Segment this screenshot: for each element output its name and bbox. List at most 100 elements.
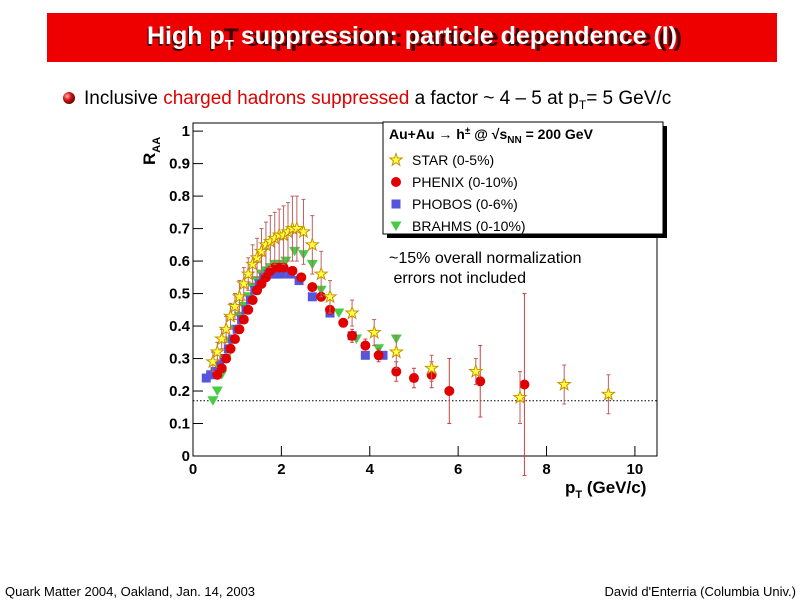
bullet-part: = 5 GeV/c bbox=[586, 88, 671, 109]
circle-marker bbox=[475, 376, 486, 387]
circle-marker bbox=[221, 353, 232, 364]
legend-title-part: ± bbox=[465, 126, 471, 137]
star-marker bbox=[556, 376, 572, 392]
circle-marker bbox=[338, 317, 349, 328]
triangle-marker bbox=[211, 386, 223, 397]
triangle-marker bbox=[280, 256, 292, 267]
triangle-marker bbox=[207, 396, 219, 406]
y-label-part: R bbox=[140, 153, 159, 165]
legend-title-part: = 200 GeV bbox=[522, 126, 594, 142]
x-tick-label: 4 bbox=[366, 461, 375, 478]
legend-title-part: Au+Au → h bbox=[389, 126, 465, 142]
x-tick-label: 2 bbox=[277, 461, 285, 478]
star-marker bbox=[289, 220, 305, 236]
circle-marker bbox=[287, 265, 298, 276]
x-tick-label: 10 bbox=[627, 461, 644, 478]
x-axis-label: pT (GeV/c) bbox=[565, 478, 646, 501]
y-tick-label: 0.7 bbox=[169, 221, 190, 238]
slide-title: High pT suppression: particle dependence… bbox=[147, 22, 677, 54]
legend-title: Au+Au → h± @ √sNN = 200 GeV bbox=[389, 126, 594, 146]
x-label-part: T bbox=[575, 489, 582, 501]
y-axis-label: RAA bbox=[140, 137, 163, 165]
title-sub: T bbox=[225, 37, 234, 54]
title-part: suppression: particle dependence (I) bbox=[234, 22, 677, 50]
legend-marker bbox=[391, 177, 401, 187]
star-marker bbox=[388, 343, 404, 359]
star-marker bbox=[468, 363, 484, 379]
star-marker bbox=[304, 236, 320, 252]
circle-marker bbox=[234, 324, 245, 335]
star-marker bbox=[209, 343, 225, 359]
title-part: High p bbox=[147, 22, 225, 50]
bullet-part: a factor ~ 4 – 5 at p bbox=[409, 88, 579, 109]
circle-marker bbox=[238, 314, 249, 325]
y-tick-label: 0.1 bbox=[169, 416, 190, 433]
legend-box bbox=[382, 121, 664, 235]
star-marker bbox=[322, 288, 338, 304]
circle-marker bbox=[229, 334, 240, 345]
bullet-icon bbox=[63, 92, 75, 104]
circle-marker bbox=[391, 366, 402, 377]
bullet-highlight: charged hadrons suppressed bbox=[163, 88, 409, 109]
square-marker bbox=[307, 292, 317, 302]
circle-marker bbox=[519, 379, 530, 390]
legend-marker bbox=[390, 221, 402, 231]
circle-marker bbox=[243, 304, 254, 315]
circle-marker bbox=[307, 282, 318, 293]
x-label-part: (GeV/c) bbox=[582, 478, 646, 497]
y-label-part: AA bbox=[151, 137, 163, 153]
y-tick-label: 1 bbox=[182, 123, 190, 140]
circle-marker bbox=[216, 363, 227, 374]
star-marker bbox=[423, 360, 440, 375]
x-tick-label: 8 bbox=[542, 461, 550, 478]
legend-title-part: NN bbox=[507, 135, 521, 146]
circle-marker bbox=[444, 386, 455, 397]
legend-marker bbox=[388, 151, 404, 167]
y-tick-label: 0.3 bbox=[169, 351, 190, 368]
bullet-sub: T bbox=[579, 98, 587, 112]
y-tick-label: 0.5 bbox=[169, 286, 190, 303]
y-tick-label: 0.2 bbox=[169, 383, 190, 400]
square-marker bbox=[360, 350, 370, 360]
annotation: errors not included bbox=[389, 270, 526, 287]
title-banner bbox=[47, 13, 777, 62]
triangle-marker bbox=[333, 308, 345, 319]
circle-marker bbox=[296, 272, 307, 283]
circle-marker bbox=[373, 350, 384, 361]
legend-label: PHENIX (0-10%) bbox=[412, 174, 518, 190]
star-marker bbox=[512, 389, 528, 405]
legend-label: STAR (0-5%) bbox=[412, 152, 494, 168]
y-tick-label: 0.8 bbox=[169, 188, 190, 205]
circle-marker bbox=[247, 295, 258, 306]
star-marker bbox=[313, 266, 329, 281]
bullet-text: Inclusive charged hadrons suppressed a f… bbox=[84, 88, 671, 112]
circle-marker bbox=[225, 343, 236, 354]
legend-title-part: s bbox=[499, 126, 507, 142]
legend-title-part: @ √ bbox=[470, 126, 499, 142]
star-marker bbox=[600, 386, 617, 401]
annotation: ~15% overall normalization bbox=[389, 250, 582, 267]
chart: 0 2 4 6 8 10 0 0.1 0.2 0.3 0.4 0.5 0.6 0.7 0.8 0.9 1 pT (… bbox=[140, 121, 667, 501]
y-tick-label: 0.9 bbox=[169, 156, 190, 173]
circle-marker bbox=[278, 262, 289, 273]
circle-marker bbox=[360, 340, 371, 351]
footer-right: David d'Enterria (Columbia Univ.) bbox=[604, 584, 796, 599]
star-marker bbox=[366, 324, 382, 340]
y-tick-label: 0 bbox=[182, 448, 190, 465]
x-tick-label: 0 bbox=[189, 461, 197, 478]
triangle-marker bbox=[289, 246, 301, 257]
bullet-part: Inclusive bbox=[84, 88, 163, 109]
star-marker bbox=[295, 223, 312, 239]
x-tick-label: 6 bbox=[454, 461, 462, 478]
y-tick-label: 0.4 bbox=[169, 318, 191, 335]
legend-label: BRAHMS (0-10%) bbox=[412, 218, 526, 234]
square-marker bbox=[276, 269, 286, 279]
star-marker bbox=[344, 305, 360, 320]
circle-marker bbox=[408, 373, 419, 384]
title-shadow: High pT suppression: particle dependence… bbox=[146, 24, 682, 52]
x-label-part: p bbox=[565, 478, 575, 497]
legend-marker bbox=[391, 199, 401, 209]
legend-label: PHOBOS (0-6%) bbox=[412, 196, 518, 212]
circle-marker bbox=[347, 330, 358, 341]
